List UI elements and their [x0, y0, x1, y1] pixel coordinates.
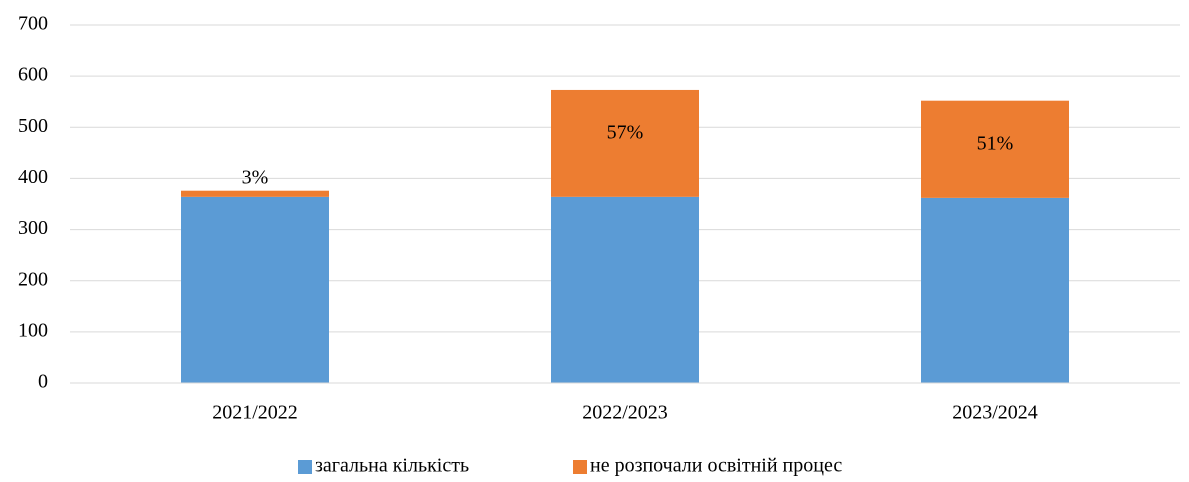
data-label: 3% [242, 166, 269, 188]
bar-segment [551, 196, 699, 383]
y-tick-label: 300 [18, 217, 48, 239]
y-tick-label: 100 [18, 319, 48, 341]
x-tick-label: 2022/2023 [582, 402, 668, 424]
legend-label: загальна кількість [315, 455, 469, 477]
y-tick-label: 0 [38, 371, 48, 393]
y-tick-label: 200 [18, 268, 48, 290]
bar-segment [921, 197, 1069, 383]
y-tick-label: 600 [18, 64, 48, 86]
bar-segment [181, 196, 329, 383]
y-tick-label: 700 [18, 13, 48, 35]
x-tick-label: 2021/2022 [212, 402, 298, 424]
legend-swatch [573, 460, 587, 474]
data-label: 51% [977, 132, 1014, 154]
bar-segment [551, 89, 699, 197]
legend-label: не розпочали освітній процес [590, 455, 842, 477]
y-tick-label: 400 [18, 166, 48, 188]
y-tick-label: 500 [18, 115, 48, 137]
data-label: 57% [607, 122, 644, 144]
x-tick-label: 2023/2024 [952, 402, 1038, 424]
bar-segment [921, 100, 1069, 198]
bar-segment [181, 190, 329, 197]
legend-swatch [298, 460, 312, 474]
